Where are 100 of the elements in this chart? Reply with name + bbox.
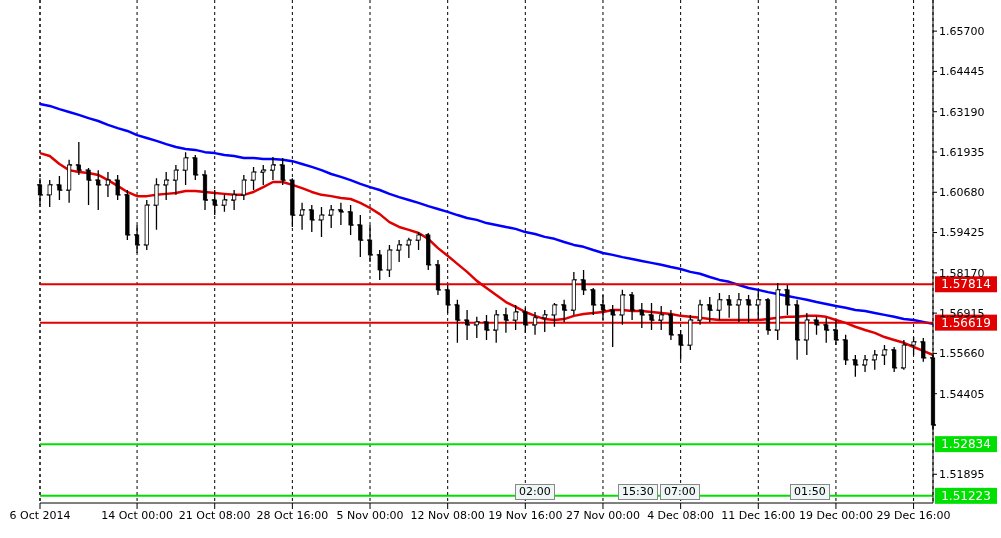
candlestick [329,204,334,229]
candlestick [630,291,635,321]
candlestick [299,202,305,231]
candlestick [892,346,897,373]
candlestick [649,302,654,331]
y-tick-label: 1.60680 [939,186,985,200]
line-series [38,151,935,357]
y-tick-label: 1.54405 [939,387,985,401]
candlestick [668,309,674,341]
candlestick [697,299,703,326]
ref-line-label: 1.52834 [941,437,991,452]
candlestick [843,334,848,366]
candlestick [416,231,421,251]
candlestick [494,309,499,344]
candlestick [183,151,188,186]
candlestick [804,312,809,356]
candlestick [717,292,722,321]
candlestick [67,159,72,204]
x-tick-label: 6 Oct 2014 [9,508,71,522]
candlestick [882,344,887,366]
candlestick [426,232,431,271]
candlestick [232,189,237,211]
candlestick [503,307,509,334]
x-tick-label: 14 Oct 00:00 [101,508,173,522]
candlestick [901,339,906,371]
candlestick [377,249,382,281]
candlestick [222,194,227,213]
candlestick [57,175,62,201]
y-tick-label: 1.64445 [939,65,985,79]
candlestick [775,282,780,341]
x-tick-label: 19 Nov 16:00 [488,508,563,522]
candlestick [154,177,159,231]
candlestick [105,171,111,198]
x-tick-label: 5 Nov 00:00 [336,508,404,522]
candlestick [280,157,285,186]
candlestick [581,269,586,296]
candlestick [193,154,198,181]
candlestick [358,214,363,258]
x-tick-label: 27 Nov 00:00 [565,508,641,522]
candlestick [513,304,518,331]
candlestick [552,302,557,328]
candlestick [620,289,625,326]
candlestick [309,204,314,233]
candlestick [241,174,246,201]
candlestick [659,305,664,331]
x-tick-label: 4 Dec 08:00 [647,508,715,522]
candlestick [387,244,392,278]
candlestick [319,206,324,238]
candlestick [115,174,120,201]
candlestick [853,354,858,378]
x-tick-label: 11 Dec 16:00 [721,508,796,522]
candlestick [484,314,489,341]
candlestick [47,179,52,208]
candlestick [921,337,926,363]
candlestick [435,259,441,296]
candlestick [795,299,800,361]
candlestick [571,271,576,316]
candlestick [406,237,411,259]
candlestick [727,294,732,319]
candlestick [542,309,547,333]
x-tick-label: 19 Dec 00:00 [798,508,873,522]
candlestick [251,166,256,191]
candlestick [862,354,868,373]
annotation: 01:50 [790,484,830,500]
candlestick [872,349,877,371]
annotation: 15:30 [618,484,658,500]
y-tick-label: 1.63190 [939,105,985,119]
y-tick-label: 1.65700 [939,25,985,39]
candlestick [765,297,771,336]
y-tick-label: 1.51895 [939,468,985,482]
candlestick [814,316,819,336]
candlestick [562,299,567,323]
x-tick-label: 12 Nov 08:00 [410,508,485,522]
candlestick [610,304,615,348]
candlestick [270,156,276,181]
candlestick [688,314,693,351]
line-series [38,102,935,326]
candlestick [736,292,741,323]
candlestick [455,299,460,344]
candlestick [164,171,169,201]
candlestick [746,294,751,324]
candlestick [591,287,596,316]
candlestick [785,284,790,316]
y-tick-label: 1.59425 [939,226,985,240]
candlestick [824,317,829,344]
annotation: 02:00 [515,484,555,500]
candlestick [707,296,712,323]
annotation: 07:00 [660,484,700,500]
candlestick [173,164,178,196]
candlestick [532,311,538,336]
candlestick [202,169,208,211]
y-tick-label: 1.55660 [939,347,985,361]
candlestick [474,316,479,339]
candlestick [144,199,149,251]
ref-line-label: 1.57814 [941,277,991,292]
y-tick-label: 1.61935 [939,145,985,159]
ref-line-label: 1.51223 [941,488,991,503]
x-tick-label: 28 Oct 16:00 [256,508,329,522]
x-tick-label: 21 Oct 08:00 [178,508,251,522]
candlestick [639,302,644,329]
